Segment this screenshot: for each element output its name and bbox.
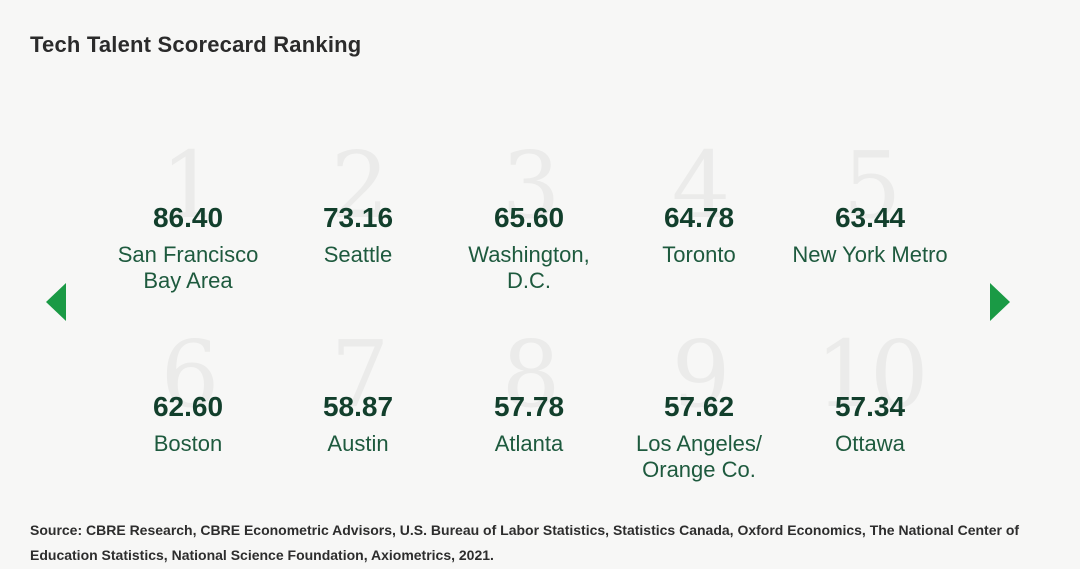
rank-numeral: 8 [501, 321, 561, 428]
ranking-card: 7 58.87 Austin [270, 329, 446, 499]
rank-numeral: 2 [330, 132, 390, 239]
ranking-card: 10 57.34 Ottawa [782, 329, 958, 499]
ranking-card: 4 64.78 Toronto [611, 140, 787, 310]
chevron-left-icon[interactable] [46, 283, 66, 321]
rank-numeral: 4 [671, 132, 731, 239]
score-value: 57.34 [834, 391, 906, 422]
city-name: Austin [327, 431, 389, 456]
rank-numeral: 10 [815, 321, 928, 428]
city-name: Washington, D.C. [468, 242, 590, 293]
score-value: 64.78 [663, 202, 735, 233]
city-name: Seattle [323, 242, 393, 267]
page-title: Tech Talent Scorecard Ranking [30, 32, 362, 57]
score-value: 65.60 [493, 202, 565, 233]
rank-numeral: 1 [160, 132, 220, 239]
ranking-card: 9 57.62 Los Angeles/ Orange Co. [611, 329, 787, 499]
rank-numeral: 5 [842, 132, 902, 239]
score-value: 86.40 [152, 202, 224, 233]
ranking-card: 6 62.60 Boston [100, 329, 276, 499]
city-name: Atlanta [494, 431, 564, 456]
ranking-card: 3 65.60 Washington, D.C. [441, 140, 617, 310]
score-value: 57.78 [493, 391, 565, 422]
source-note: Source: CBRE Research, CBRE Econometric … [30, 522, 1020, 563]
city-name: Ottawa [835, 431, 905, 456]
ranking-card: 1 86.40 San Francisco Bay Area [100, 140, 276, 310]
chevron-right-icon[interactable] [990, 283, 1010, 321]
city-name: New York Metro [792, 242, 948, 267]
rank-numeral: 6 [160, 321, 220, 428]
score-value: 57.62 [663, 391, 735, 422]
rank-numeral: 7 [330, 321, 390, 428]
ranking-card: 2 73.16 Seattle [270, 140, 446, 310]
score-value: 58.87 [322, 391, 394, 422]
rank-numeral: 9 [671, 321, 731, 428]
score-value: 73.16 [322, 202, 394, 233]
city-name: San Francisco Bay Area [117, 242, 259, 293]
city-name: Boston [153, 431, 223, 456]
city-name: Toronto [662, 242, 736, 267]
ranking-card: 5 63.44 New York Metro [782, 140, 958, 310]
ranking-card: 8 57.78 Atlanta [441, 329, 617, 499]
city-name: Los Angeles/ Orange Co. [636, 431, 762, 482]
rank-numeral: 3 [501, 132, 561, 239]
score-value: 63.44 [834, 202, 906, 233]
score-value: 62.60 [152, 391, 224, 422]
ranking-grid: 1 86.40 San Francisco Bay Area 2 73.16 S… [100, 140, 980, 500]
